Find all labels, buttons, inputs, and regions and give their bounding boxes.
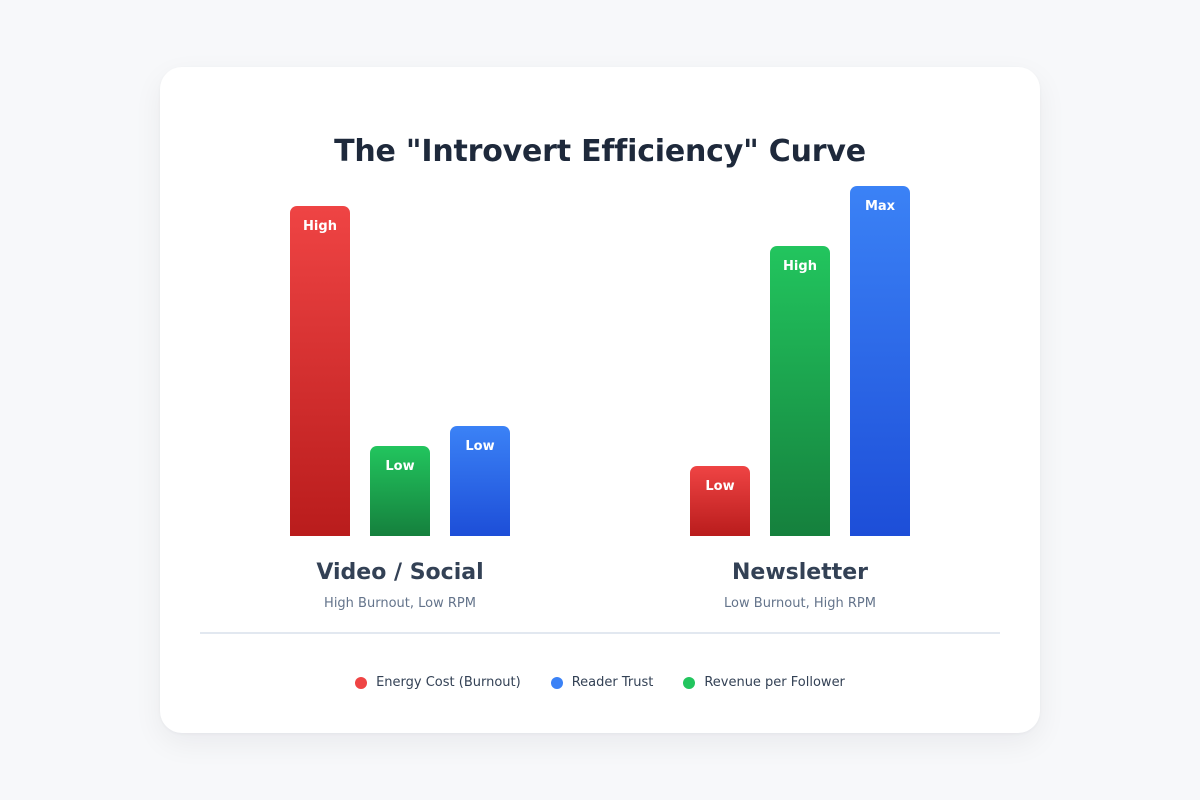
legend-item-energy-cost-burnout: Energy Cost (Burnout)	[355, 675, 521, 690]
bar-newsletter-revenue-per-follower: High	[770, 246, 830, 536]
bar-value-label: High	[783, 259, 817, 274]
bar-newsletter-reader-trust: Max	[850, 186, 910, 536]
divider	[200, 632, 1000, 634]
legend-swatch	[355, 676, 368, 689]
bar-video-social-energy-cost-burnout: High	[290, 206, 350, 536]
bar-value-label: Low	[385, 459, 415, 474]
legend-item-revenue-per-follower: Revenue per Follower	[683, 675, 845, 690]
bar-value-label: High	[303, 219, 337, 234]
bar-newsletter-energy-cost-burnout: Low	[690, 466, 750, 536]
bar-video-social-revenue-per-follower: Low	[370, 446, 430, 536]
group-name-newsletter: Newsletter	[731, 560, 869, 585]
bar-value-label: Low	[705, 479, 735, 494]
legend-item-reader-trust: Reader Trust	[550, 675, 654, 690]
legend-label: Energy Cost (Burnout)	[376, 675, 521, 690]
legend-swatch	[550, 676, 563, 689]
group-subtitle-newsletter: Low Burnout, High RPM	[724, 596, 876, 611]
group-subtitle-video-social: High Burnout, Low RPM	[324, 596, 476, 611]
legend-label: Reader Trust	[571, 675, 654, 690]
bar-value-label: Low	[465, 439, 495, 454]
legend-label: Revenue per Follower	[704, 675, 845, 690]
legend-swatch	[683, 676, 696, 689]
legend: Energy Cost (Burnout) Reader Trust Revenue…	[0, 675, 1200, 690]
group-name-video-social: Video / Social	[316, 560, 484, 585]
chart-title: The "Introvert Efficiency" Curve	[334, 134, 866, 169]
bar-value-label: Max	[864, 199, 896, 214]
bar-video-social-reader-trust: Low	[450, 426, 510, 536]
